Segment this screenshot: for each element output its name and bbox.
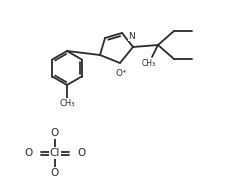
Text: Cl: Cl [50,148,60,158]
Text: N: N [128,32,135,41]
Text: O: O [51,168,59,178]
Text: O: O [51,128,59,138]
Text: CH₃: CH₃ [59,99,74,107]
Text: CH₃: CH₃ [141,58,155,67]
Text: O: O [25,148,33,158]
Text: O⁺: O⁺ [115,69,126,78]
Text: O: O [77,148,85,158]
